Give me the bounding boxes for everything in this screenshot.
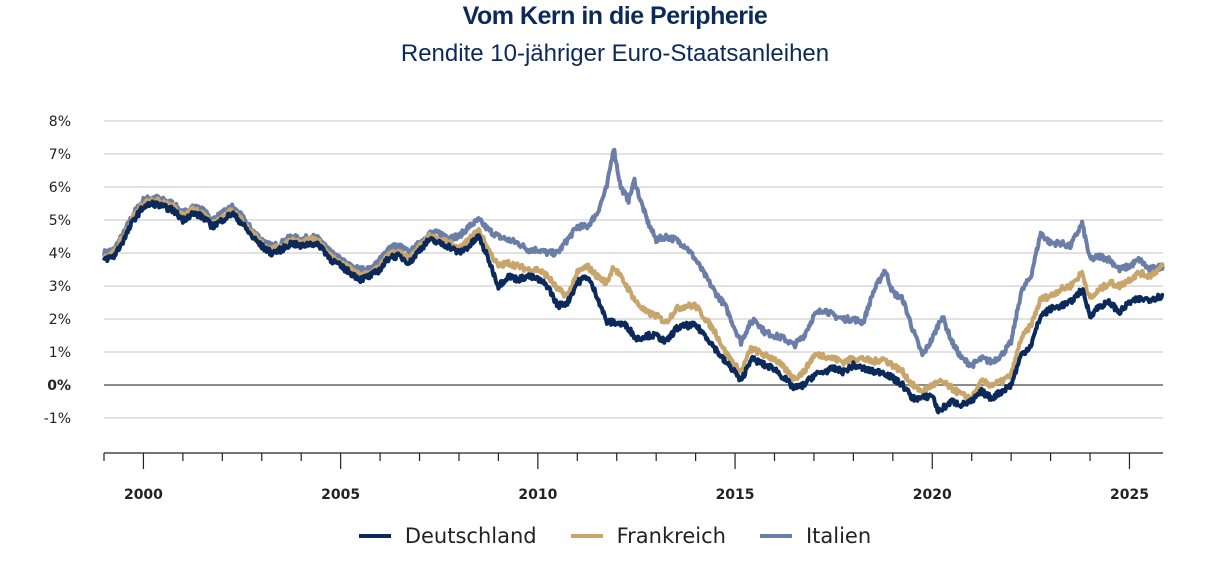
x-tick-label: 2020 [913, 487, 952, 503]
chart-title: Vom Kern in die Peripherie [462, 2, 768, 30]
series-line-deutschland [102, 199, 1165, 415]
legend-swatch-italien [759, 534, 792, 538]
x-tick-label: 2015 [716, 487, 755, 503]
legend-item-deutschland: Deutschland [358, 524, 537, 548]
legend-label-frankreich: Frankreich [616, 524, 726, 548]
legend-label-italien: Italien [805, 524, 872, 548]
legend-swatch-frankreich [570, 534, 603, 538]
legend-swatch-deutschland [358, 534, 391, 538]
y-axis-labels: 8% 7% 6% 5% 4% 3% 2% 1% 0% -1% [44, 114, 71, 427]
y-tick-label: 4% [49, 246, 71, 262]
y-tick-label: 2% [49, 312, 71, 328]
y-tick-label: 3% [49, 279, 71, 295]
y-tick-label: 5% [49, 213, 71, 229]
legend-label-deutschland: Deutschland [404, 524, 537, 548]
y-tick-label: 8% [49, 114, 71, 130]
y-tick-label: 6% [49, 180, 71, 196]
y-tick-label: 0% [47, 378, 71, 394]
x-tick-label: 2010 [518, 487, 557, 503]
legend: Deutschland Frankreich Italien [0, 524, 1230, 548]
legend-item-italien: Italien [759, 524, 872, 548]
legend-item-frankreich: Frankreich [570, 524, 726, 548]
x-axis: 2000 2005 2010 2015 2020 2025 [103, 452, 1163, 503]
series-line-frankreich [102, 196, 1165, 402]
gridlines [104, 120, 1163, 419]
chart-subtitle: Rendite 10-jähriger Euro-Staatsanleihen [400, 40, 830, 67]
x-tick-label: 2005 [321, 487, 360, 503]
y-tick-label: -1% [44, 411, 71, 427]
series-lines [102, 147, 1165, 415]
x-tick-label: 2000 [124, 487, 163, 503]
x-tick-label: 2025 [1110, 487, 1149, 503]
y-tick-label: 7% [49, 147, 71, 163]
y-tick-label: 1% [49, 345, 71, 361]
